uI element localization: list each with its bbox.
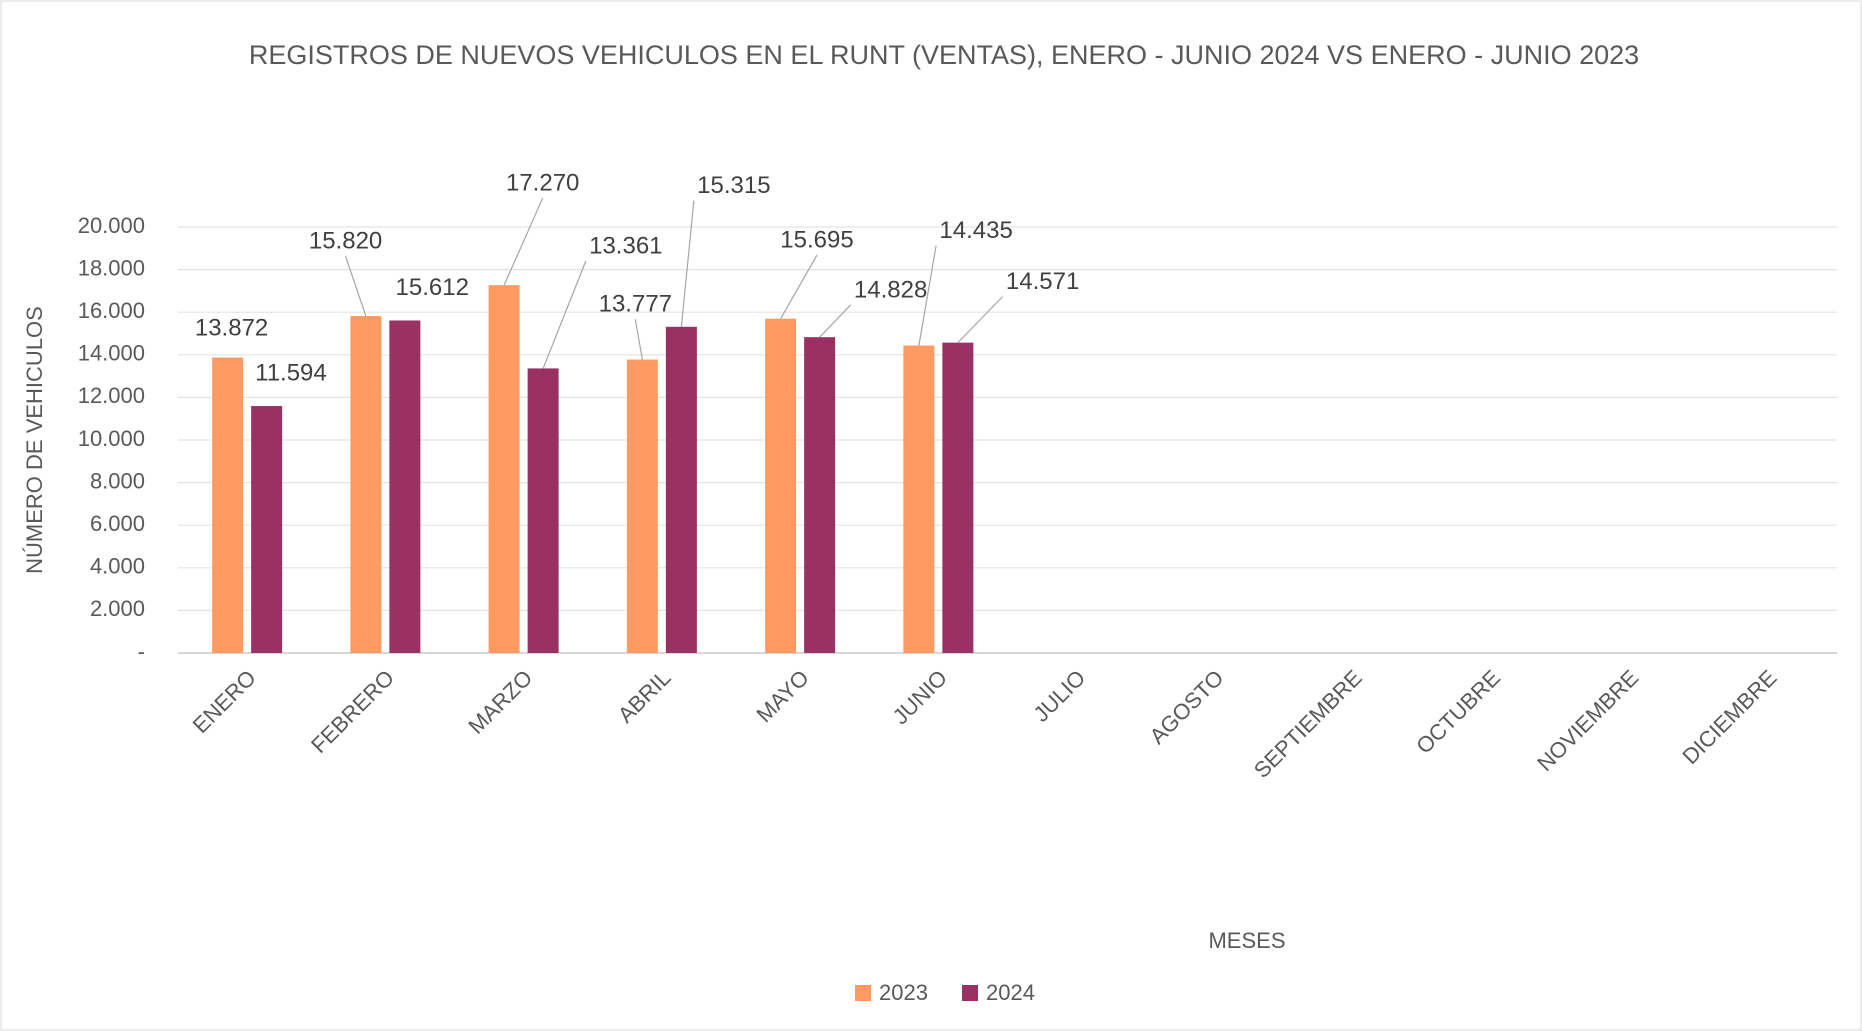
bar (765, 318, 797, 653)
x-tick-label: JUNIO (888, 665, 952, 729)
bar (389, 320, 421, 653)
x-tick-label: NOVIEMBRE (1532, 665, 1643, 776)
y-tick-label: 4.000 (90, 554, 145, 579)
bar (626, 359, 658, 653)
x-tick-label: JULIO (1028, 665, 1090, 727)
data-label: 17.270 (506, 169, 579, 196)
legend-label: 2023 (879, 980, 928, 1005)
bar (804, 337, 836, 653)
bar (212, 357, 244, 653)
x-tick-label: SEPTIEMBRE (1249, 665, 1367, 783)
leader-line (503, 197, 544, 286)
bar (350, 316, 382, 653)
data-label: 15.820 (309, 228, 382, 255)
y-tick-label: 8.000 (90, 468, 145, 493)
leader-line (680, 200, 695, 327)
bar (942, 342, 974, 653)
y-tick-label: 20.000 (78, 213, 145, 238)
x-tick-label: FEBRERO (306, 665, 399, 758)
x-tick-label: MAYO (751, 665, 813, 727)
data-label: 14.435 (939, 217, 1012, 244)
bar (903, 345, 935, 653)
bar (251, 406, 283, 653)
data-label: 13.872 (195, 314, 268, 341)
leader-line (780, 254, 818, 319)
legend-swatch (962, 985, 978, 1001)
y-tick-label: 16.000 (78, 298, 145, 323)
data-label: 11.594 (255, 359, 327, 386)
y-tick-label: 14.000 (78, 341, 145, 366)
data-label: 13.777 (599, 291, 672, 318)
data-label: 14.571 (1006, 268, 1079, 295)
legend-label: 2024 (986, 980, 1035, 1005)
y-tick-label: 18.000 (78, 255, 145, 280)
x-tick-label: OCTUBRE (1411, 665, 1505, 759)
chart-title: REGISTROS DE NUEVOS VEHICULOS EN EL RUNT… (248, 40, 1640, 70)
leader-line (957, 296, 1004, 344)
leader-line (344, 256, 367, 317)
x-tick-label: AGOSTO (1145, 665, 1229, 749)
data-label: 15.695 (780, 226, 853, 253)
x-axis-label: MESES (1208, 928, 1285, 953)
legend-swatch (855, 985, 871, 1001)
x-tick-label: ENERO (188, 665, 261, 738)
y-tick-label: 2.000 (90, 596, 145, 621)
data-label: 15.612 (396, 274, 469, 301)
leader-line (542, 260, 587, 369)
leader-line (634, 319, 643, 360)
leader-line (819, 304, 852, 338)
y-tick-label: 6.000 (90, 511, 145, 536)
y-tick-label: 12.000 (78, 383, 145, 408)
x-tick-label: ABRIL (613, 665, 676, 728)
bar (527, 368, 559, 653)
bar (488, 285, 520, 653)
data-label: 15.315 (697, 172, 770, 199)
y-tick-label: 10.000 (78, 426, 145, 451)
leader-line (918, 245, 937, 346)
y-tick-label: - (138, 639, 145, 664)
y-axis-label: NÚMERO DE VEHICULOS (22, 306, 47, 574)
x-tick-label: DICIEMBRE (1677, 665, 1781, 769)
x-tick-label: MARZO (463, 665, 537, 739)
bar (665, 326, 697, 653)
data-label: 13.361 (589, 232, 662, 259)
data-label: 14.828 (854, 276, 927, 303)
